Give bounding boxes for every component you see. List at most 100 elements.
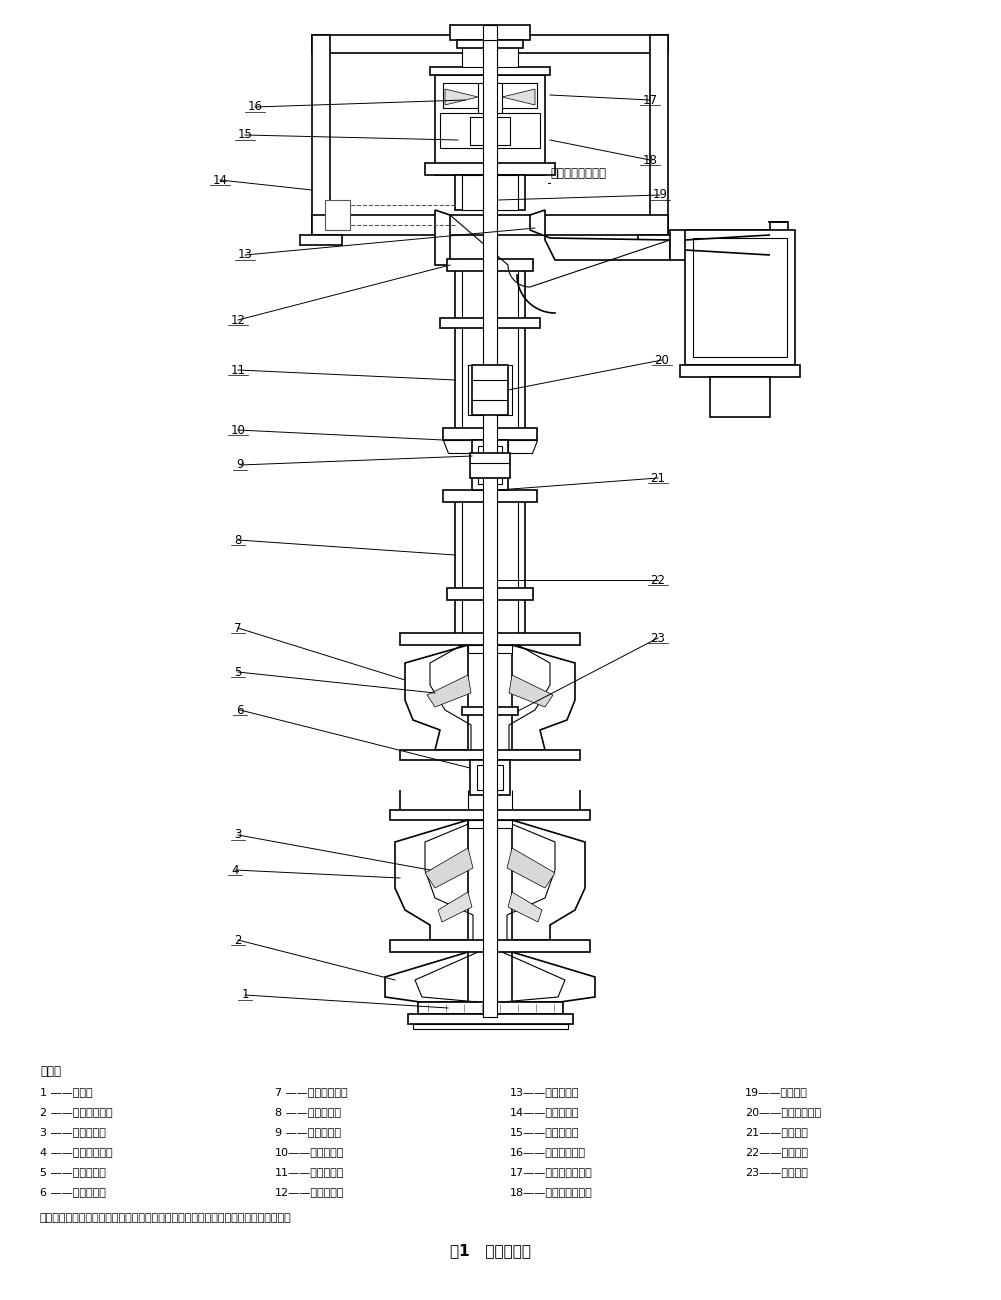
Text: 18——填料函体部件；: 18——填料函体部件； — [510, 1187, 593, 1197]
Bar — [418, 1002, 563, 1014]
Text: 15——泵联轴器；: 15——泵联轴器； — [510, 1127, 580, 1138]
Bar — [312, 35, 668, 53]
Bar — [462, 707, 518, 715]
Text: 15: 15 — [237, 129, 252, 142]
Polygon shape — [425, 848, 473, 888]
Bar — [483, 40, 497, 1017]
Bar — [450, 25, 530, 40]
Bar — [312, 214, 668, 235]
Text: 12: 12 — [230, 313, 245, 326]
Polygon shape — [530, 211, 670, 260]
Text: 10: 10 — [230, 424, 245, 437]
Polygon shape — [512, 952, 595, 1002]
Polygon shape — [509, 675, 553, 707]
Bar — [408, 1014, 573, 1024]
Bar — [425, 162, 555, 176]
Text: 4: 4 — [231, 863, 239, 876]
Bar — [468, 645, 512, 653]
Bar — [693, 238, 787, 358]
Text: 1: 1 — [241, 988, 249, 1001]
Text: 19——主轴上；: 19——主轴上； — [745, 1087, 808, 1097]
Bar — [435, 75, 545, 176]
Text: 17——推力轴承部件；: 17——推力轴承部件； — [510, 1167, 593, 1176]
Bar — [440, 318, 540, 328]
Bar — [478, 83, 502, 113]
Text: 16: 16 — [247, 100, 262, 113]
Text: 21——主轴中；: 21——主轴中； — [745, 1127, 808, 1138]
Bar — [447, 588, 533, 601]
Bar — [430, 68, 550, 75]
Text: 21: 21 — [651, 472, 666, 485]
Text: 5: 5 — [234, 666, 241, 679]
Bar — [650, 35, 668, 235]
Text: 6 ——导轴承下；: 6 ——导轴承下； — [40, 1187, 106, 1197]
Text: 11: 11 — [230, 364, 245, 377]
Text: 4 ——首级导叶体；: 4 ——首级导叶体； — [40, 1147, 113, 1157]
Text: 9 ——导轴承中；: 9 ——导轴承中； — [275, 1127, 341, 1138]
Bar — [447, 259, 533, 270]
Bar — [472, 365, 508, 415]
Bar — [462, 176, 518, 211]
Text: 图1   结构示意图: 图1 结构示意图 — [449, 1243, 531, 1258]
Text: 23: 23 — [651, 632, 666, 645]
Text: 3: 3 — [234, 828, 241, 841]
Text: 17: 17 — [643, 94, 658, 107]
Text: 12——安装垫板；: 12——安装垫板； — [275, 1187, 344, 1197]
Text: 6: 6 — [236, 703, 244, 716]
Bar — [470, 452, 510, 478]
Bar — [390, 940, 590, 952]
Bar — [638, 235, 680, 244]
Bar — [670, 230, 770, 260]
Text: 13: 13 — [237, 248, 252, 261]
Text: 23——密封环。: 23——密封环。 — [745, 1167, 808, 1176]
Bar — [440, 113, 540, 148]
Text: 22——主轴下；: 22——主轴下； — [745, 1147, 808, 1157]
Text: 8: 8 — [234, 533, 241, 546]
Text: 注：转子部件不可抽出式、闭式多级离心叶轮、泵出口在安装基础之上、泵承受推力。: 注：转子部件不可抽出式、闭式多级离心叶轮、泵出口在安装基础之上、泵承受推力。 — [40, 1213, 291, 1223]
Bar — [443, 428, 537, 439]
Text: 22: 22 — [651, 573, 666, 586]
Polygon shape — [435, 211, 450, 265]
Bar — [468, 820, 512, 828]
Text: 14: 14 — [212, 173, 227, 186]
Polygon shape — [508, 439, 537, 452]
Bar — [710, 377, 770, 417]
Bar — [685, 230, 795, 365]
Bar — [300, 235, 342, 244]
Text: 7: 7 — [234, 621, 242, 634]
Polygon shape — [385, 952, 468, 1002]
Polygon shape — [443, 439, 472, 452]
Text: 2: 2 — [234, 933, 242, 946]
Text: 20——中间联轴器；: 20——中间联轴器； — [745, 1108, 821, 1117]
Text: 16——电机联轴器；: 16——电机联轴器； — [510, 1147, 586, 1157]
Text: 说明：: 说明： — [40, 1065, 61, 1078]
Polygon shape — [395, 820, 468, 940]
Text: 7 ——次级导叶体；: 7 ——次级导叶体； — [275, 1087, 347, 1097]
Bar — [312, 35, 330, 235]
Bar — [770, 222, 788, 268]
Bar — [413, 1024, 568, 1030]
Bar — [470, 117, 510, 146]
Polygon shape — [507, 848, 555, 888]
Bar — [325, 200, 350, 230]
Polygon shape — [508, 892, 542, 922]
Text: 5 ——次级叶轮；: 5 ——次级叶轮； — [40, 1167, 106, 1176]
Bar — [680, 365, 800, 377]
Text: 9: 9 — [236, 459, 244, 472]
Bar — [457, 40, 523, 48]
Bar — [443, 83, 537, 108]
Polygon shape — [405, 645, 468, 750]
Polygon shape — [502, 88, 535, 105]
Text: 10——轴承支架；: 10——轴承支架； — [275, 1147, 344, 1157]
Text: 18: 18 — [643, 153, 658, 166]
Text: 20: 20 — [655, 354, 670, 367]
Bar — [400, 750, 580, 760]
Polygon shape — [438, 892, 472, 922]
Text: 19: 19 — [653, 188, 668, 202]
Text: 13——吐出弯管；: 13——吐出弯管； — [510, 1087, 580, 1097]
Polygon shape — [445, 88, 478, 105]
Text: 8 ——外接管下；: 8 ——外接管下； — [275, 1108, 341, 1117]
Bar — [443, 490, 537, 502]
Text: 导轴承润滑水进口: 导轴承润滑水进口 — [550, 166, 606, 179]
Bar — [390, 810, 590, 820]
